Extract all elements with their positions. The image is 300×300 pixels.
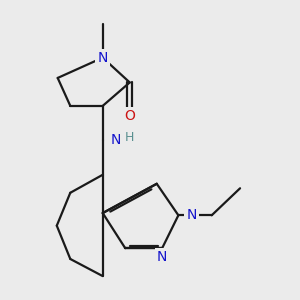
Text: H: H	[125, 131, 135, 144]
Text: N: N	[98, 51, 108, 65]
Text: N: N	[187, 208, 197, 222]
Text: N: N	[157, 250, 167, 264]
Text: N: N	[111, 133, 121, 147]
Text: O: O	[124, 109, 135, 123]
